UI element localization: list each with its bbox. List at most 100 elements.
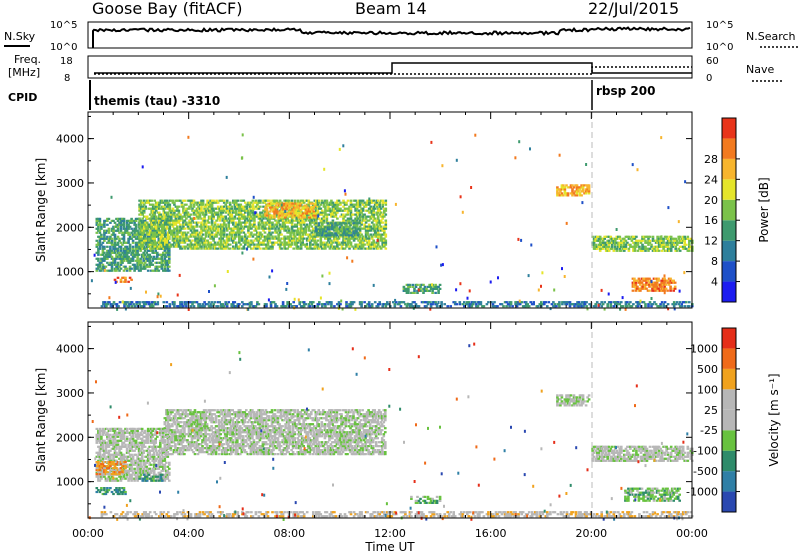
heatmap-cell (265, 303, 268, 306)
heatmap-cell (183, 199, 187, 202)
heatmap-cell (179, 213, 182, 216)
heatmap-cell (413, 291, 416, 294)
heatmap-cell (95, 231, 99, 234)
heatmap-cell (517, 237, 520, 241)
heatmap-cell (148, 219, 152, 222)
heatmap-cell (349, 241, 353, 244)
heatmap-cell (384, 235, 388, 238)
heatmap-cell (378, 233, 381, 236)
heatmap-cell (282, 204, 285, 207)
heatmap-cell (232, 245, 235, 248)
heatmap-cell (115, 265, 118, 268)
heatmap-cell (560, 194, 564, 197)
heatmap-cell (253, 221, 256, 224)
heatmap-cell (339, 235, 342, 238)
heatmap-cell (521, 305, 525, 308)
heatmap-cell (260, 215, 264, 218)
heatmap-cell (110, 233, 114, 236)
heatmap-cell (623, 247, 626, 250)
heatmap-cell (290, 223, 294, 226)
heatmap-cell (277, 212, 281, 215)
heatmap-cell (235, 209, 238, 212)
heatmap-cell (651, 285, 654, 288)
heatmap-cell (611, 237, 614, 240)
heatmap-cell (100, 225, 103, 228)
heatmap-cell (280, 212, 284, 215)
heatmap-cell (297, 206, 300, 209)
heatmap-cell (346, 199, 350, 202)
heatmap-cell (594, 245, 597, 248)
heatmap-cell (328, 226, 331, 229)
heatmap-cell (253, 239, 256, 242)
heatmap-cell (659, 243, 662, 246)
heatmap-cell (139, 265, 142, 268)
heatmap-cell (308, 212, 311, 215)
heatmap-cell (116, 219, 120, 222)
heatmap-cell (298, 239, 301, 242)
heatmap-cell (284, 221, 288, 224)
heatmap-cell (245, 303, 249, 306)
heatmap-cell (302, 217, 306, 220)
heatmap-cell (556, 303, 560, 306)
heatmap-cell (153, 233, 156, 236)
heatmap-cell (529, 301, 532, 304)
heatmap-cell (615, 235, 619, 238)
heatmap-cell (191, 243, 194, 246)
heatmap-cell (672, 303, 676, 306)
heatmap-cell (195, 247, 199, 250)
heatmap-cell (233, 305, 237, 308)
heatmap-cell (298, 208, 302, 211)
heatmap-cell (620, 249, 623, 252)
heatmap-cell (219, 247, 223, 250)
heatmap-cell (179, 235, 182, 238)
heatmap-cell (621, 296, 624, 300)
heatmap-cell (191, 239, 194, 242)
heatmap-cell (113, 225, 117, 228)
heatmap-cell (597, 303, 600, 307)
heatmap-cell (304, 243, 307, 246)
heatmap-cell (139, 245, 143, 248)
heatmap-cell (311, 216, 314, 219)
heatmap-cell (145, 199, 149, 202)
heatmap-cell (643, 279, 647, 282)
heatmap-cell (616, 302, 619, 306)
heatmap-cell (95, 221, 99, 224)
colorbar-swatch (722, 199, 736, 221)
heatmap-cell (110, 195, 113, 199)
heatmap-cell (124, 229, 127, 232)
heatmap-cell (337, 199, 341, 202)
heatmap-cell (366, 243, 369, 246)
heatmap-cell (210, 227, 214, 230)
heatmap-cell (116, 247, 120, 250)
heatmap-cell (141, 165, 144, 169)
heatmap-cell (179, 217, 182, 220)
heatmap-cell (349, 243, 353, 246)
heatmap-cell (411, 305, 415, 308)
heatmap-cell (656, 239, 659, 242)
heatmap-cell (139, 305, 143, 308)
heatmap-cell (139, 241, 143, 244)
heatmap-cell (355, 245, 359, 248)
heatmap-cell (322, 215, 326, 218)
heatmap-cell (334, 211, 338, 214)
heatmap-cell (112, 243, 115, 246)
heatmap-cell (164, 237, 167, 240)
heatmap-cell (174, 215, 178, 218)
heatmap-cell (280, 227, 283, 230)
heatmap-cell (524, 303, 528, 306)
heatmap-cell (312, 301, 315, 304)
heatmap-cell (298, 209, 301, 212)
heatmap-cell (351, 301, 354, 304)
heatmap-cell (239, 223, 243, 226)
heatmap-cell (645, 277, 648, 280)
heatmap-cell (324, 207, 327, 210)
heatmap-cell (420, 301, 424, 304)
heatmap-cell (351, 205, 354, 208)
heatmap-cell (292, 305, 295, 308)
heatmap-cell (121, 243, 124, 246)
heatmap-cell (235, 201, 238, 204)
heatmap-cell (224, 207, 227, 210)
heatmap-cell (565, 221, 568, 225)
heatmap-cell (171, 231, 175, 234)
heatmap-cell (149, 269, 153, 272)
